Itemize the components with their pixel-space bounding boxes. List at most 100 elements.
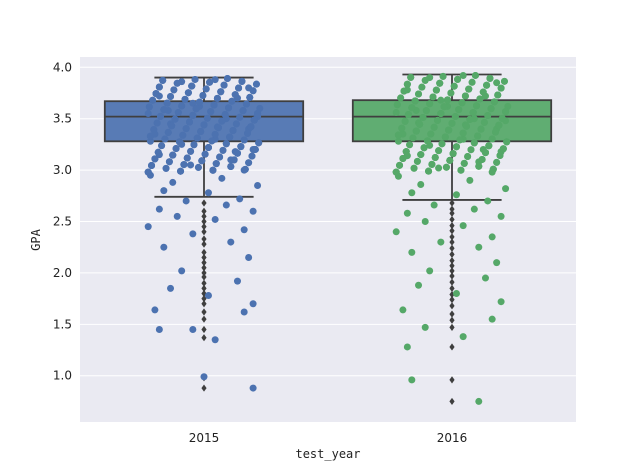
data-point-2015 bbox=[254, 110, 262, 118]
data-point-2015 bbox=[164, 128, 172, 136]
outlier-marker bbox=[449, 209, 455, 217]
data-point-2015 bbox=[233, 277, 241, 285]
data-point-2016 bbox=[452, 191, 460, 199]
data-point-2016 bbox=[401, 117, 409, 125]
data-point-2015 bbox=[231, 91, 239, 99]
data-point-2016 bbox=[425, 167, 433, 175]
data-point-2015 bbox=[204, 292, 212, 300]
outlier-marker bbox=[449, 376, 455, 384]
data-point-2016 bbox=[413, 157, 421, 165]
data-point-2015 bbox=[241, 165, 249, 173]
data-point-2015 bbox=[202, 85, 210, 93]
data-point-2016 bbox=[430, 123, 438, 131]
outlier-marker bbox=[201, 264, 207, 272]
y-tick-label: 3.0 bbox=[53, 163, 72, 177]
data-point-2015 bbox=[249, 384, 257, 392]
data-point-2016 bbox=[480, 118, 488, 126]
data-point-2015 bbox=[160, 243, 168, 251]
data-point-2015 bbox=[215, 124, 223, 132]
outlier-marker bbox=[449, 343, 455, 351]
data-point-2015 bbox=[173, 79, 181, 87]
data-point-2015 bbox=[199, 92, 207, 100]
data-point-2015 bbox=[230, 156, 238, 164]
data-point-2015 bbox=[227, 162, 235, 170]
data-point-2016 bbox=[420, 144, 428, 152]
data-point-2015 bbox=[207, 108, 215, 116]
data-point-2015 bbox=[160, 187, 168, 195]
data-point-2015 bbox=[189, 99, 197, 107]
data-point-2015 bbox=[212, 160, 220, 168]
data-point-2016 bbox=[452, 143, 460, 151]
data-point-2016 bbox=[392, 168, 400, 176]
data-point-2015 bbox=[165, 158, 173, 166]
data-point-2016 bbox=[430, 201, 438, 209]
data-point-2015 bbox=[161, 135, 169, 143]
data-point-2016 bbox=[503, 138, 511, 146]
outlier-marker bbox=[201, 315, 207, 323]
outlier-marker bbox=[449, 323, 455, 332]
data-point-2015 bbox=[162, 164, 170, 172]
data-point-2016 bbox=[455, 106, 463, 114]
data-point-2016 bbox=[474, 132, 482, 140]
data-point-2016 bbox=[473, 102, 481, 110]
x-axis-label: test_year bbox=[295, 447, 360, 461]
y-tick-labels: 1.0 1.5 2.0 2.5 3.0 3.5 4.0 bbox=[53, 60, 72, 382]
data-point-2016 bbox=[475, 243, 483, 251]
outlier-marker bbox=[201, 384, 207, 392]
data-point-2015 bbox=[223, 75, 231, 83]
data-point-2015 bbox=[193, 134, 201, 142]
outlier-marker bbox=[449, 250, 455, 259]
outlier-marker bbox=[201, 207, 207, 215]
data-point-2016 bbox=[433, 116, 441, 124]
data-point-2015 bbox=[168, 122, 176, 130]
data-point-2016 bbox=[447, 89, 455, 97]
data-point-2016 bbox=[468, 78, 476, 86]
data-point-2015 bbox=[249, 207, 257, 215]
outlier-marker bbox=[201, 212, 207, 220]
data-point-2015 bbox=[246, 93, 254, 101]
data-point-2015 bbox=[182, 125, 190, 133]
data-point-2015 bbox=[187, 147, 195, 155]
data-point-2016 bbox=[492, 128, 500, 136]
outlier-marker bbox=[449, 244, 455, 252]
data-point-2015 bbox=[169, 178, 177, 186]
data-point-2016 bbox=[459, 333, 467, 341]
data-point-2015 bbox=[220, 81, 228, 89]
data-point-2016 bbox=[481, 149, 489, 157]
data-point-2015 bbox=[171, 115, 179, 123]
data-point-2015 bbox=[244, 129, 252, 137]
data-point-2015 bbox=[211, 336, 219, 344]
outlier-marker bbox=[449, 316, 455, 324]
data-point-2016 bbox=[504, 102, 512, 110]
data-point-2016 bbox=[460, 159, 468, 167]
data-point-2016 bbox=[471, 71, 479, 79]
data-point-2016 bbox=[498, 114, 506, 122]
data-point-2015 bbox=[237, 143, 245, 151]
outlier-marker bbox=[201, 259, 207, 267]
data-point-2015 bbox=[201, 150, 209, 158]
data-point-2015 bbox=[187, 161, 195, 169]
data-point-2016 bbox=[421, 323, 429, 331]
outlier-marker bbox=[201, 217, 207, 226]
data-point-2016 bbox=[415, 90, 423, 98]
data-point-2016 bbox=[408, 248, 416, 256]
data-point-2015 bbox=[239, 107, 247, 115]
data-point-2016 bbox=[402, 148, 410, 156]
outlier-marker bbox=[201, 199, 207, 207]
data-point-2016 bbox=[485, 142, 493, 150]
data-point-2015 bbox=[144, 223, 152, 231]
data-point-2016 bbox=[403, 80, 411, 88]
outlier-marker bbox=[449, 278, 455, 286]
data-point-2016 bbox=[459, 129, 467, 137]
data-point-2016 bbox=[444, 96, 452, 104]
data-point-2015 bbox=[144, 110, 152, 118]
data-point-2016 bbox=[475, 397, 483, 405]
data-point-2016 bbox=[406, 141, 414, 149]
data-point-2015 bbox=[146, 137, 154, 145]
data-point-2015 bbox=[204, 189, 212, 197]
data-point-2015 bbox=[156, 112, 164, 120]
data-point-2016 bbox=[436, 79, 444, 87]
outlier-marker bbox=[201, 248, 207, 256]
data-point-2016 bbox=[392, 228, 400, 236]
data-point-2016 bbox=[496, 152, 504, 160]
